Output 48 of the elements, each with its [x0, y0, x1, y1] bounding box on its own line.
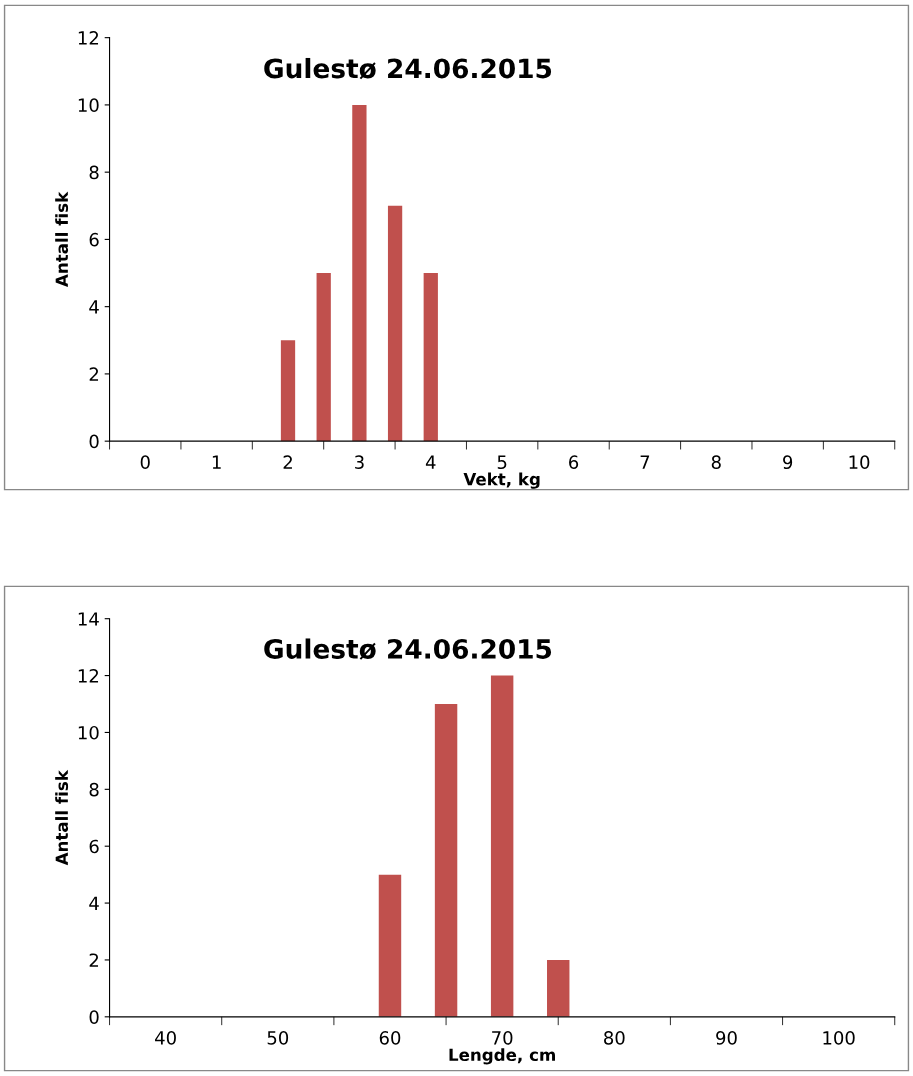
x-tick-label: 1	[212, 455, 221, 469]
x-tick-label: 8	[711, 455, 721, 470]
x-tick-label: 90	[716, 1031, 737, 1045]
text: Gulestø 24.06.2015	[264, 57, 552, 80]
x-tick-label: 5	[497, 455, 507, 470]
y-tick-label: 12	[78, 669, 99, 683]
x-tick-label: 3	[355, 455, 364, 470]
y-axis-title: Antall fisk	[55, 191, 69, 287]
bar	[434, 704, 458, 1017]
x-tick-label: 70	[492, 1031, 513, 1045]
x-tick-label: 7	[640, 455, 650, 469]
y-tick-label: 0	[89, 1010, 99, 1024]
bar	[423, 273, 438, 442]
bar	[378, 874, 402, 1017]
y-tick-label: 10	[78, 98, 99, 113]
bar	[547, 959, 570, 1017]
x-tick-label: 60	[379, 1031, 401, 1045]
bar	[352, 104, 367, 442]
bar	[387, 205, 403, 442]
x-axis-title: Vekt, kg	[463, 472, 540, 489]
x-tick-label: 10	[849, 455, 870, 470]
x-tick-label: 2	[283, 455, 292, 469]
y-tick-label: 8	[89, 165, 99, 180]
text: Gulestø 24.06.2015	[264, 638, 552, 660]
x-tick-label: 40	[155, 1031, 176, 1045]
x-tick-label: 50	[267, 1031, 289, 1045]
x-tick-label: 4	[425, 455, 436, 469]
x-tick-label: 6	[569, 455, 579, 470]
x-axis-title: Lengde, cm	[449, 1048, 555, 1065]
bar	[280, 340, 296, 442]
x-tick-label: 80	[604, 1031, 625, 1045]
y-tick-label: 6	[89, 232, 99, 247]
bar	[316, 273, 331, 442]
y-tick-label: 2	[89, 367, 99, 381]
y-tick-label: 6	[89, 839, 99, 854]
y-tick-label: 0	[89, 434, 99, 449]
y-axis-title: Antall fisk	[55, 769, 69, 866]
y-tick-label: 4	[89, 300, 99, 314]
y-tick-label: 8	[89, 782, 99, 797]
x-tick-label: 0	[140, 455, 150, 470]
x-tick-label: 100	[823, 1031, 855, 1045]
x-tick-label: 9	[783, 455, 793, 470]
y-tick-label: 14	[78, 612, 99, 626]
y-tick-label: 4	[89, 896, 99, 910]
y-tick-label: 2	[89, 953, 99, 967]
y-tick-label: 12	[78, 31, 99, 45]
y-tick-label: 10	[78, 725, 99, 740]
bar	[490, 675, 514, 1017]
